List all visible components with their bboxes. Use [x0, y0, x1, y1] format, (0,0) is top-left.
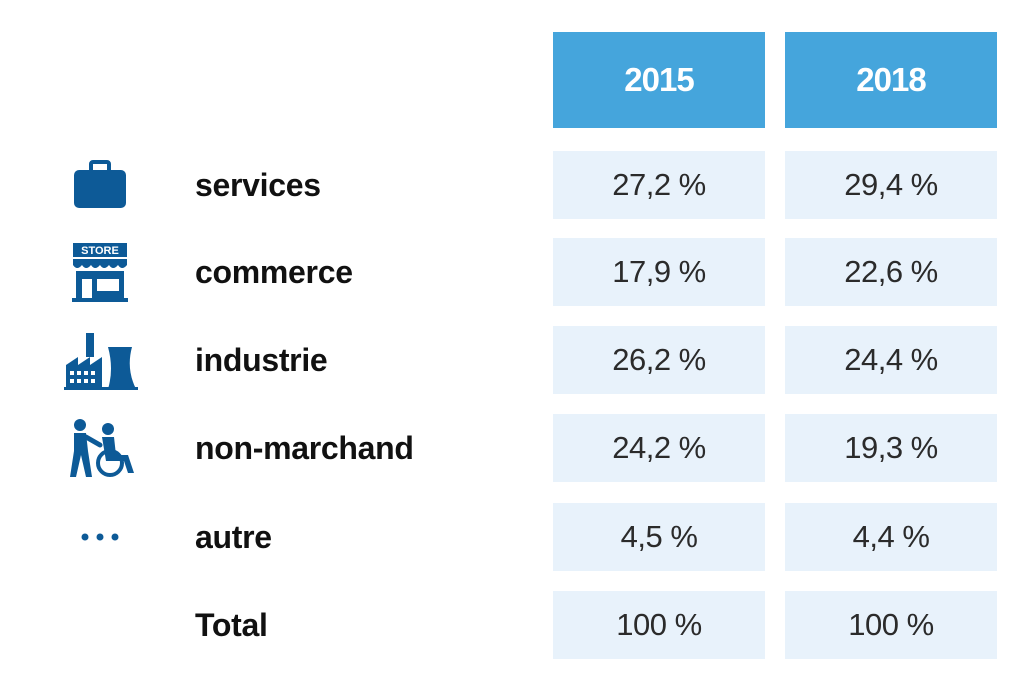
cell-commerce-2015: 17,9 %	[553, 238, 765, 306]
ellipsis-icon	[55, 503, 145, 571]
row-label-non-marchand: non-marchand	[195, 429, 414, 466]
cell-total-2015: 100 %	[553, 591, 765, 659]
store-icon-text: STORE	[81, 245, 119, 257]
row-label-commerce: commerce	[195, 253, 353, 290]
caregiver-wheelchair-icon	[55, 414, 145, 482]
cell-non-marchand-2018: 19,3 %	[785, 414, 997, 482]
cell-industrie-2015: 26,2 %	[553, 326, 765, 394]
briefcase-icon	[55, 151, 145, 219]
store-icon: STORE	[55, 238, 145, 306]
cell-autre-2018: 4,4 %	[785, 503, 997, 571]
row-label-total: Total	[195, 606, 268, 643]
row-label-services: services	[195, 166, 321, 203]
cell-non-marchand-2015: 24,2 %	[553, 414, 765, 482]
row-label-autre: autre	[195, 518, 272, 555]
header-2015: 2015	[553, 32, 765, 128]
cell-services-2018: 29,4 %	[785, 151, 997, 219]
header-2018: 2018	[785, 32, 997, 128]
cell-services-2015: 27,2 %	[553, 151, 765, 219]
cell-commerce-2018: 22,6 %	[785, 238, 997, 306]
cell-autre-2015: 4,5 %	[553, 503, 765, 571]
cell-total-2018: 100 %	[785, 591, 997, 659]
row-label-industrie: industrie	[195, 341, 328, 378]
factory-icon	[55, 326, 145, 394]
cell-industrie-2018: 24,4 %	[785, 326, 997, 394]
